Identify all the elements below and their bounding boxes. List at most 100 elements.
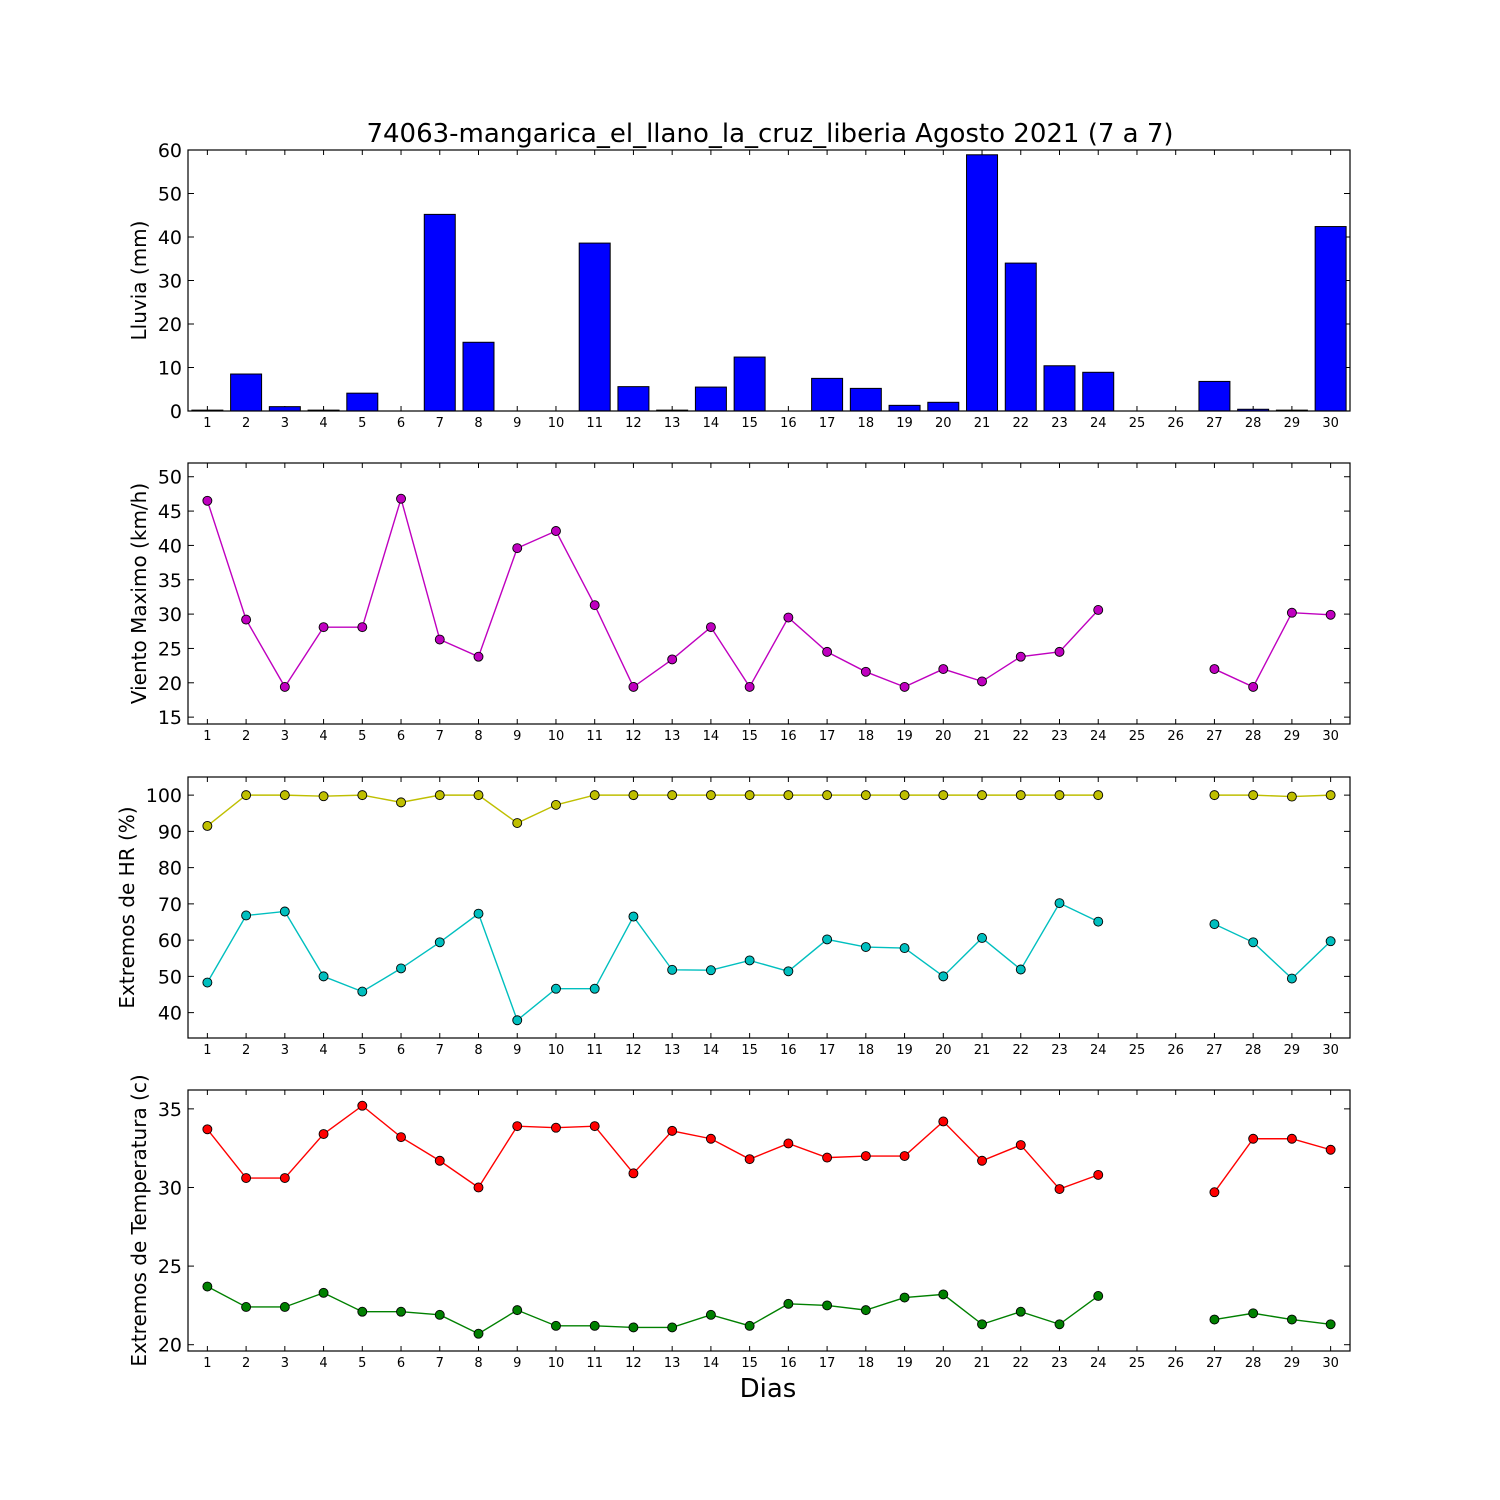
x-tick-label: 30 [1322,1356,1339,1371]
data-point [1325,936,1336,947]
x-tick-label: 28 [1245,1043,1262,1058]
x-tick-label: 1 [203,1356,211,1371]
data-point [977,676,987,687]
x-tick-label: 2 [242,729,250,744]
data-point [551,526,561,536]
data-point [667,1125,678,1136]
x-tick-label: 18 [858,416,875,431]
data-point [1093,605,1104,615]
y-axis-label: Extremos de HR (%) [115,806,139,1008]
data-point [202,820,213,831]
x-tick-label: 20 [935,1356,952,1371]
data-point [938,1289,949,1300]
data-point [783,966,794,977]
data-point [241,910,252,921]
x-tick-label: 11 [586,1043,603,1058]
data-point [1093,1169,1104,1180]
x-tick-label: 13 [664,1043,681,1058]
x-tick-label: 28 [1245,416,1262,431]
x-tick-label: 8 [474,729,482,744]
x-tick-label: 27 [1206,1356,1223,1371]
x-tick-label: 11 [586,416,603,431]
x-tick-label: 12 [625,729,642,744]
bar [462,341,495,412]
data-point [1325,790,1336,801]
x-tick-label: 20 [935,416,952,431]
bar [966,154,999,412]
data-point [279,790,290,801]
x-tick-label: 9 [513,1043,521,1058]
plot-frame [187,462,1351,725]
series-line [206,902,1099,1022]
data-point [396,1132,406,1143]
x-tick-label: 12 [625,1356,642,1371]
data-point [1015,651,1026,662]
data-point [589,790,600,801]
series-line [1214,794,1331,798]
plot-frame [187,776,1351,1039]
data-point [202,1281,213,1292]
y-axis-label: Lluvia (mm) [127,221,151,341]
data-point [434,937,445,948]
data-point [977,790,987,801]
x-tick-label: 30 [1322,729,1339,744]
y-tick-label: 60 [158,140,182,162]
x-tick-label: 24 [1090,1043,1107,1058]
x-tick-label: 16 [780,729,797,744]
data-point [279,681,290,692]
x-tick-label: 24 [1090,1356,1107,1371]
x-tick-label: 25 [1129,1043,1146,1058]
x-tick-label: 13 [664,729,681,744]
x-tick-label: 6 [397,729,405,744]
data-point [589,600,600,611]
x-tick-label: 9 [513,1356,521,1371]
data-point [667,964,678,975]
x-tick-label: 18 [858,729,875,744]
data-point [860,942,871,952]
data-point [822,1300,833,1311]
x-tick-label: 21 [974,416,991,431]
data-point [744,1154,755,1165]
data-point [628,790,639,801]
data-point [1325,1144,1336,1155]
data-point [1286,1314,1297,1325]
data-point [434,1155,445,1166]
x-tick-label: 19 [896,1356,913,1371]
x-tick-label: 6 [397,1043,405,1058]
bar [1198,380,1231,412]
x-tick-label: 1 [203,416,211,431]
x-tick-label: 30 [1322,1043,1339,1058]
bar [811,377,844,412]
x-tick-label: 23 [1051,729,1068,744]
data-point [744,1320,755,1331]
data-point [1054,1319,1065,1330]
x-tick-label: 20 [935,1043,952,1058]
data-point [1054,898,1065,909]
x-tick-label: 22 [1012,416,1029,431]
data-point [241,790,252,801]
data-point [1248,937,1259,948]
x-tick-label: 21 [974,1356,991,1371]
bar [578,242,611,412]
x-tick-label: 26 [1167,729,1184,744]
data-point [667,1322,678,1333]
data-point [473,790,484,801]
data-point [977,1155,987,1166]
data-point [822,934,833,945]
x-tick-label: 27 [1206,1043,1223,1058]
bar [888,404,921,412]
x-tick-label: 12 [625,416,642,431]
data-point [473,1328,484,1339]
data-point [1325,1319,1336,1330]
x-tick-label: 16 [780,1356,797,1371]
series-line [1214,1312,1331,1325]
data-point [1248,1133,1259,1144]
data-point [1093,916,1104,927]
x-tick-label: 23 [1051,1356,1068,1371]
x-tick-label: 17 [819,1043,836,1058]
data-point [1209,1187,1220,1198]
x-tick-label: 3 [281,416,289,431]
y-tick-label: 25 [158,1256,182,1278]
x-tick-label: 25 [1129,1356,1146,1371]
